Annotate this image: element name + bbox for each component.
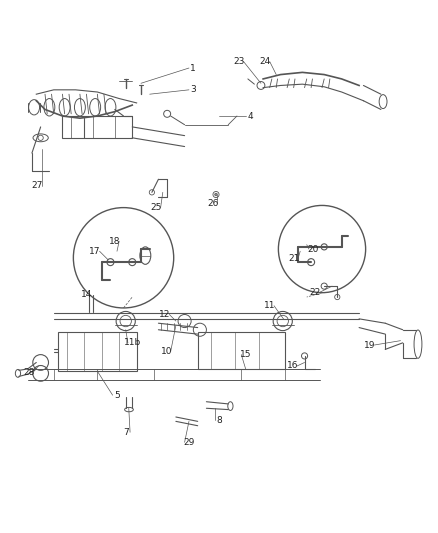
Text: 7: 7: [123, 428, 128, 437]
Text: 16: 16: [286, 361, 298, 370]
Text: 26: 26: [207, 199, 218, 208]
Text: 5: 5: [114, 391, 120, 400]
Text: 11: 11: [263, 301, 275, 310]
Text: 23: 23: [233, 57, 244, 66]
Bar: [197, 332, 284, 369]
Text: 12: 12: [159, 310, 170, 319]
Bar: [62, 116, 132, 138]
Text: 18: 18: [109, 237, 120, 246]
Text: 19: 19: [364, 341, 375, 350]
Text: 22: 22: [308, 288, 319, 297]
Text: 21: 21: [287, 254, 299, 263]
Text: 17: 17: [89, 247, 101, 256]
Text: 28: 28: [23, 368, 35, 377]
Text: 1: 1: [190, 63, 196, 72]
Text: 4: 4: [247, 111, 252, 120]
Text: 3: 3: [190, 85, 196, 94]
Bar: [58, 332, 136, 371]
Text: 25: 25: [150, 203, 162, 212]
Circle shape: [214, 193, 217, 196]
Text: 10: 10: [160, 347, 172, 356]
Text: 8: 8: [216, 416, 222, 425]
Text: 20: 20: [307, 245, 318, 254]
Text: 14: 14: [81, 290, 92, 300]
Text: 15: 15: [240, 350, 251, 359]
Text: 11b: 11b: [124, 338, 141, 348]
Text: 27: 27: [32, 181, 43, 190]
Text: 29: 29: [183, 438, 194, 447]
Text: 24: 24: [259, 57, 270, 66]
